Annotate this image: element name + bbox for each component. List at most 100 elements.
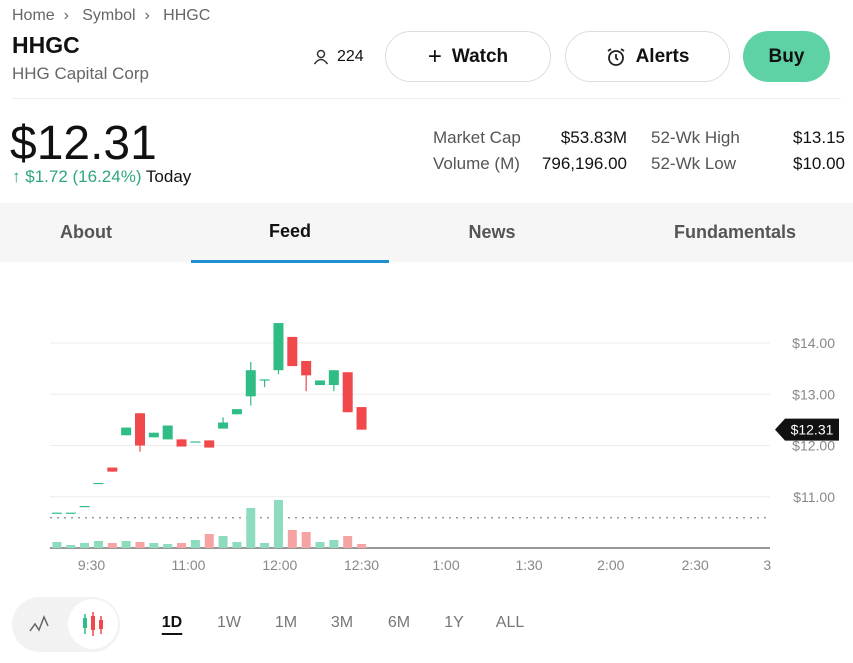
candle-body [259, 379, 270, 381]
x-tick-label: 2:00 [597, 557, 624, 573]
candle-body [121, 427, 132, 436]
volume-bar [357, 544, 367, 548]
tab[interactable]: About [60, 222, 112, 242]
candle-body [107, 467, 118, 472]
candle-body [273, 323, 284, 371]
x-tick-label: 12:30 [344, 557, 379, 573]
stat-value: $10.00 [793, 154, 845, 173]
volume-bar [107, 543, 117, 548]
y-tick-label: $13.00 [792, 386, 835, 402]
volume-bar [204, 534, 214, 548]
volume-bar [135, 542, 145, 548]
stat-value: 796,196.00 [541, 154, 627, 173]
volume-bar [273, 500, 283, 548]
candle-body [176, 439, 187, 447]
volume-bar [149, 543, 159, 548]
candle-body [315, 380, 325, 386]
stat-label: 52-Wk High [651, 128, 740, 147]
crumb[interactable]: Symbol [82, 7, 136, 24]
volume-bar [287, 530, 297, 548]
chart: $11.00 $12.00 $13.00 $14.00 9:30 11:00 12:00 12… [50, 323, 839, 573]
symbol: HHGC [12, 32, 80, 58]
stat-label: Volume (M) [433, 154, 520, 173]
divider [12, 98, 841, 99]
candle-body [342, 372, 353, 413]
volume-bar [177, 543, 187, 548]
candle-body [65, 512, 76, 514]
volume-bar [315, 542, 325, 548]
candle-body [79, 505, 90, 508]
volume-bar [301, 532, 311, 548]
range-button[interactable]: 1D [161, 614, 183, 631]
last-price-label: $12.31 [791, 422, 834, 438]
crumb[interactable]: Home [12, 7, 55, 24]
y-tick-label: $14.00 [792, 335, 835, 351]
range-button[interactable]: ALL [495, 614, 525, 631]
chart-type-icons [29, 599, 118, 649]
x-tick-label: 3 [763, 557, 771, 573]
y-tick-label: $12.00 [792, 438, 835, 454]
y-tick-label: $11.00 [793, 489, 835, 505]
candle-body [245, 370, 256, 397]
alarm-icon [607, 47, 625, 66]
crumb: HHGC [163, 7, 211, 24]
tab-bar [0, 203, 853, 262]
stat-label: 52-Wk Low [651, 154, 737, 173]
candle-body [93, 482, 104, 485]
company: HHG Capital Corp [12, 64, 149, 83]
volume-bar [218, 536, 228, 548]
tab[interactable]: Fundamentals [673, 222, 797, 242]
candle-body [190, 441, 201, 443]
volume-bar [121, 541, 131, 548]
button-label: Alerts [635, 45, 690, 67]
volume-bar [246, 508, 256, 548]
stat-value: $13.15 [793, 128, 845, 147]
volume-bar [329, 540, 339, 548]
candle-body [356, 407, 367, 430]
x-tick-label: 11:00 [171, 557, 205, 573]
price: $12.31 [10, 117, 157, 170]
range-button[interactable]: 1M [274, 614, 298, 631]
volume-bar [260, 543, 270, 548]
stat-label: Market Cap [433, 128, 521, 147]
candle-body [301, 360, 312, 376]
candle-body [204, 440, 215, 448]
candle-body [218, 422, 229, 429]
x-tick-label: 9:30 [78, 557, 105, 573]
follower-count: 224 [337, 48, 364, 65]
candle-body [328, 370, 339, 386]
chart-type-toggle [12, 597, 120, 652]
range-button[interactable]: 1Y [444, 614, 464, 631]
volume-bar [343, 536, 353, 548]
alerts-button[interactable]: Alerts [565, 31, 730, 82]
line-chart-button[interactable] [29, 615, 49, 632]
tab[interactable]: News [468, 222, 516, 242]
range-button[interactable]: 3M [330, 614, 354, 631]
tab-active[interactable]: Feed [191, 203, 389, 263]
range-button[interactable]: 6M [387, 614, 411, 631]
buy-button[interactable]: Buy [743, 31, 830, 82]
watch-button[interactable]: + Watch [385, 31, 551, 82]
x-tick-label: 2:30 [682, 557, 709, 573]
button-label: Buy [768, 45, 805, 67]
x-tick-label: 1:00 [432, 557, 459, 573]
candle-body [148, 432, 159, 438]
x-tick-label: 12:00 [262, 557, 297, 573]
person-icon [313, 49, 329, 65]
candle-body [231, 409, 242, 415]
last-price-tag [775, 418, 839, 441]
volume-bar [66, 545, 76, 548]
candle-body [135, 413, 145, 446]
volume-bar [52, 542, 62, 548]
candle-body [287, 336, 298, 367]
candle-body [162, 425, 173, 440]
button-label: Watch [451, 45, 509, 67]
change-row: ↑ $1.72 (16.24%) Today [12, 167, 192, 186]
volume-bar [190, 540, 200, 548]
change: $1.72 (16.24%) [25, 167, 142, 186]
range-button[interactable]: 1W [217, 614, 241, 631]
period: Today [145, 167, 192, 186]
followers[interactable]: 224 [313, 48, 364, 66]
volume-bar [93, 541, 103, 548]
